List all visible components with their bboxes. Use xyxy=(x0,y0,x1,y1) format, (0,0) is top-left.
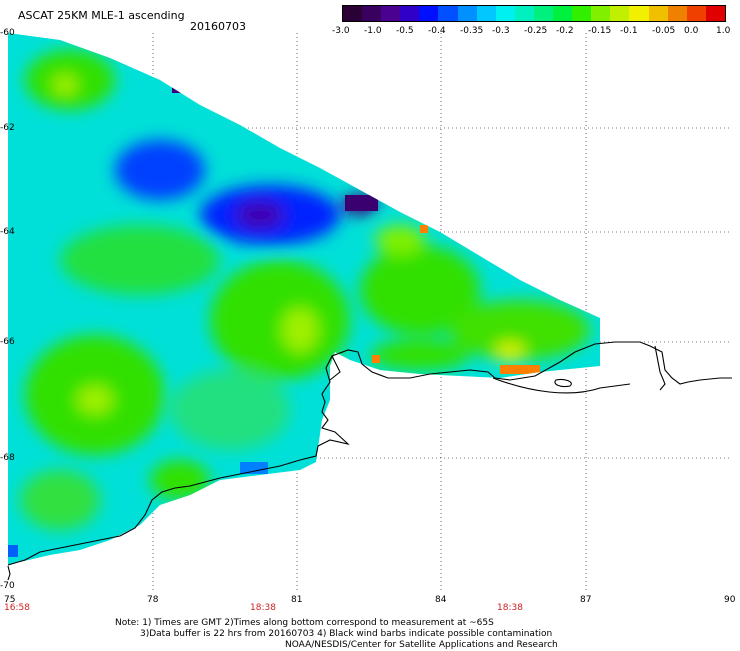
time-label: 16:58 xyxy=(4,603,30,613)
y-tick-label: -60 xyxy=(0,28,15,38)
colorbar-swatch xyxy=(419,6,439,21)
colorbar-swatch xyxy=(705,6,725,21)
x-tick-label: 87 xyxy=(580,595,592,605)
time-label: 18:38 xyxy=(497,603,523,613)
colorbar-swatch xyxy=(362,6,382,21)
colorbar-swatch xyxy=(457,6,477,21)
colorbar-swatch xyxy=(381,6,401,21)
note-line-2: 3)Data buffer is 22 hrs from 20160703 4)… xyxy=(140,629,553,639)
colorbar-label: -0.2 xyxy=(556,26,574,36)
colorbar-swatch xyxy=(591,6,611,21)
colorbar-swatch xyxy=(533,6,554,21)
colorbar-swatch xyxy=(553,6,573,21)
colorbar-label: -1.0 xyxy=(364,26,382,36)
note-line-1: Note: 1) Times are GMT 2)Times along bot… xyxy=(115,618,494,628)
colorbar-swatch xyxy=(476,6,496,21)
map-title: ASCAT 25KM MLE-1 ascending xyxy=(18,9,185,22)
colorbar-label: 0.0 xyxy=(684,26,699,36)
colorbar-label: -0.1 xyxy=(620,26,638,36)
colorbar-label: -3.0 xyxy=(332,26,350,36)
colorbar-swatch xyxy=(648,6,668,21)
colorbar-label: -0.4 xyxy=(428,26,446,36)
data-swath xyxy=(8,33,600,565)
colorbar-swatch xyxy=(667,6,687,21)
x-tick-label: 78 xyxy=(147,595,159,605)
map-date: 20160703 xyxy=(190,20,246,33)
x-tick-label: 84 xyxy=(435,595,447,605)
y-tick-label: -62 xyxy=(0,123,15,133)
x-tick-label: 90 xyxy=(724,595,736,605)
colorbar-swatch xyxy=(343,6,363,21)
time-label: 18:38 xyxy=(250,603,276,613)
note-line-3: NOAA/NESDIS/Center for Satellite Applica… xyxy=(285,640,558,650)
colorbar-label: -0.3 xyxy=(492,26,510,36)
colorbar-swatch xyxy=(686,6,706,21)
y-tick-label: -70 xyxy=(0,581,15,591)
x-tick-label: 75 xyxy=(4,595,16,605)
coastline xyxy=(7,341,732,581)
colorbar-label: 1.0 xyxy=(716,26,731,36)
colorbar-swatch xyxy=(629,6,649,21)
colorbar-swatch xyxy=(610,6,630,21)
colorbar-swatch xyxy=(572,6,592,21)
colorbar-swatch xyxy=(438,6,458,21)
colorbar-label: -0.05 xyxy=(652,26,676,36)
colorbar-swatch xyxy=(400,6,420,21)
colorbar-label: -0.5 xyxy=(396,26,414,36)
y-tick-label: -68 xyxy=(0,453,15,463)
y-tick-label: -64 xyxy=(0,227,15,237)
x-tick-label: 81 xyxy=(291,595,303,605)
colorbar-label: -0.25 xyxy=(524,26,548,36)
colorbar xyxy=(342,5,726,22)
colorbar-label: -0.15 xyxy=(588,26,612,36)
colorbar-label: -0.35 xyxy=(460,26,484,36)
y-tick-label: -66 xyxy=(0,337,15,347)
colorbar-swatch xyxy=(514,6,534,21)
colorbar-swatch xyxy=(495,6,515,21)
